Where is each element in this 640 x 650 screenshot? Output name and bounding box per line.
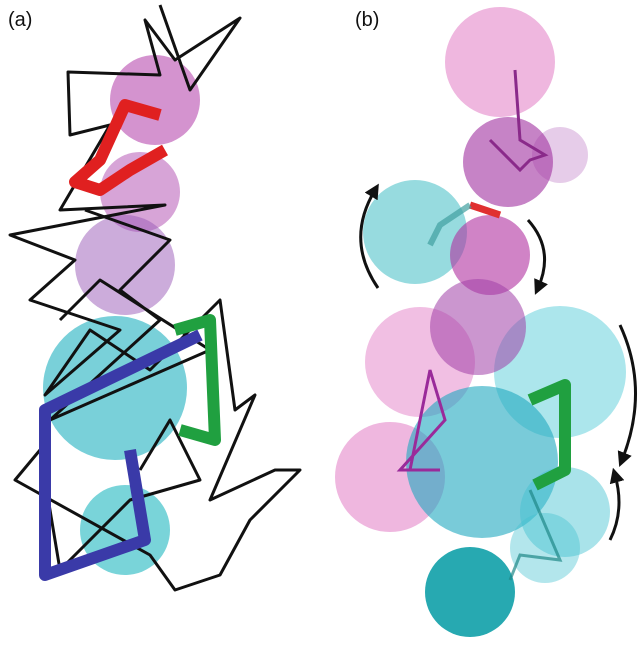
panel-label: (b): [355, 9, 379, 31]
panel-b: [335, 7, 637, 637]
panel-label: (a): [8, 9, 32, 31]
panel-a: [8, 4, 302, 592]
